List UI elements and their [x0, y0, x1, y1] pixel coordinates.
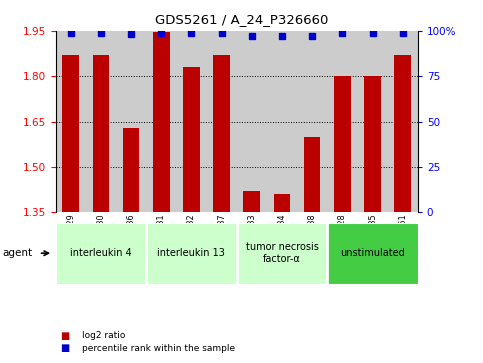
- Bar: [183, 67, 199, 212]
- Text: interleukin 4: interleukin 4: [70, 248, 132, 258]
- Bar: [153, 32, 170, 212]
- Bar: [123, 128, 139, 212]
- Bar: [146, 223, 237, 284]
- Text: percentile rank within the sample: percentile rank within the sample: [82, 344, 235, 353]
- Bar: [237, 223, 327, 284]
- Text: agent: agent: [2, 248, 32, 258]
- Bar: [62, 55, 79, 212]
- Text: GDS5261 / A_24_P326660: GDS5261 / A_24_P326660: [155, 13, 328, 26]
- Bar: [243, 191, 260, 212]
- Text: ■: ■: [60, 343, 70, 354]
- Text: tumor necrosis
factor-α: tumor necrosis factor-α: [245, 242, 318, 264]
- Bar: [395, 55, 411, 212]
- Text: ■: ■: [60, 331, 70, 341]
- Bar: [93, 55, 109, 212]
- Bar: [327, 223, 418, 284]
- Bar: [56, 223, 146, 284]
- Text: interleukin 13: interleukin 13: [157, 248, 226, 258]
- Bar: [274, 194, 290, 212]
- Bar: [364, 76, 381, 212]
- Bar: [304, 137, 320, 212]
- Text: log2 ratio: log2 ratio: [82, 331, 126, 340]
- Bar: [334, 76, 351, 212]
- Text: unstimulated: unstimulated: [340, 248, 405, 258]
- Bar: [213, 55, 230, 212]
